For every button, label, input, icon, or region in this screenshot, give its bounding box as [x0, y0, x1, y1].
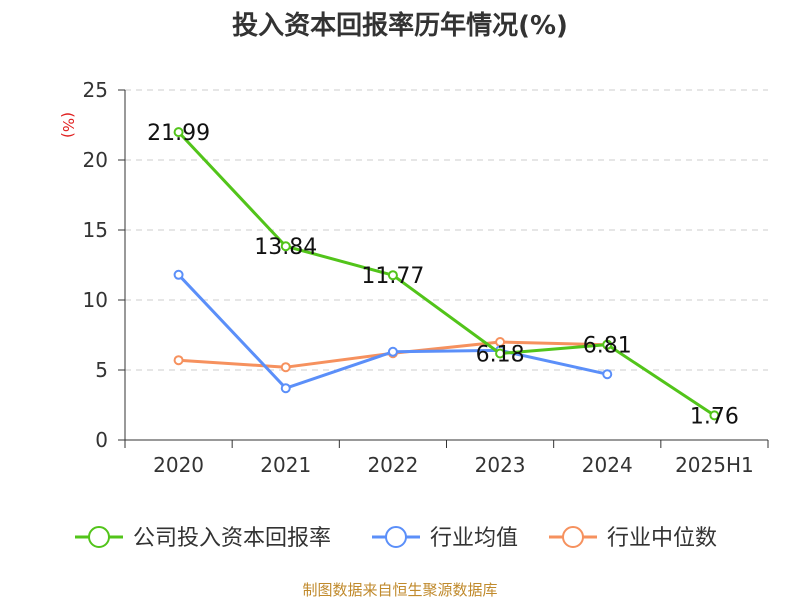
legend-item: 行业中位数 — [549, 526, 717, 551]
y-tick-label: 0 — [95, 428, 108, 452]
y-tick-label: 10 — [83, 288, 108, 312]
x-tick-label: 2024 — [582, 453, 633, 477]
series-point — [389, 348, 397, 356]
legend: 公司投入资本回报率 行业均值 行业中位数 — [75, 526, 717, 551]
x-tick-label: 2022 — [367, 453, 418, 477]
legend-label: 行业均值 — [430, 526, 518, 551]
y-tick-label: 25 — [83, 78, 108, 102]
chart: 投入资本回报率历年情况(%) (%) 0 5 10 15 20 25 2020 2021 202… — [0, 0, 800, 600]
series-point — [282, 363, 290, 371]
x-tick-label: 2023 — [475, 453, 526, 477]
x-tick-label: 2025H1 — [675, 453, 754, 477]
legend-marker — [89, 527, 109, 547]
series — [175, 128, 719, 419]
series-point — [603, 370, 611, 378]
data-labels: 21.99 13.84 11.77 6.18 6.81 1.76 — [147, 121, 739, 429]
legend-item: 公司投入资本回报率 — [75, 526, 331, 551]
y-tick-label: 5 — [95, 358, 108, 382]
legend-label: 行业中位数 — [607, 526, 717, 551]
legend-marker — [563, 527, 583, 547]
data-label: 13.84 — [254, 235, 317, 260]
data-label: 6.18 — [476, 342, 525, 367]
data-label: 11.77 — [361, 264, 424, 289]
legend-item: 行业均值 — [372, 526, 518, 551]
y-axis-unit: (%) — [59, 112, 77, 138]
series-point — [175, 271, 183, 279]
data-label: 1.76 — [690, 404, 739, 429]
grid — [125, 90, 768, 370]
series-0 — [175, 128, 719, 419]
chart-title: 投入资本回报率历年情况(%) — [232, 10, 568, 41]
x-tick-label: 2020 — [153, 453, 204, 477]
data-label: 21.99 — [147, 121, 210, 146]
legend-label: 公司投入资本回报率 — [133, 526, 331, 551]
y-tick-label: 20 — [83, 148, 108, 172]
x-tick-label: 2021 — [260, 453, 311, 477]
source-note: 制图数据来自恒生聚源数据库 — [302, 581, 497, 599]
series-line — [179, 132, 715, 415]
series-line — [179, 275, 608, 388]
legend-marker — [386, 527, 406, 547]
series-point — [175, 356, 183, 364]
series-point — [282, 384, 290, 392]
y-tick-label: 15 — [83, 218, 108, 242]
data-label: 6.81 — [583, 334, 632, 359]
